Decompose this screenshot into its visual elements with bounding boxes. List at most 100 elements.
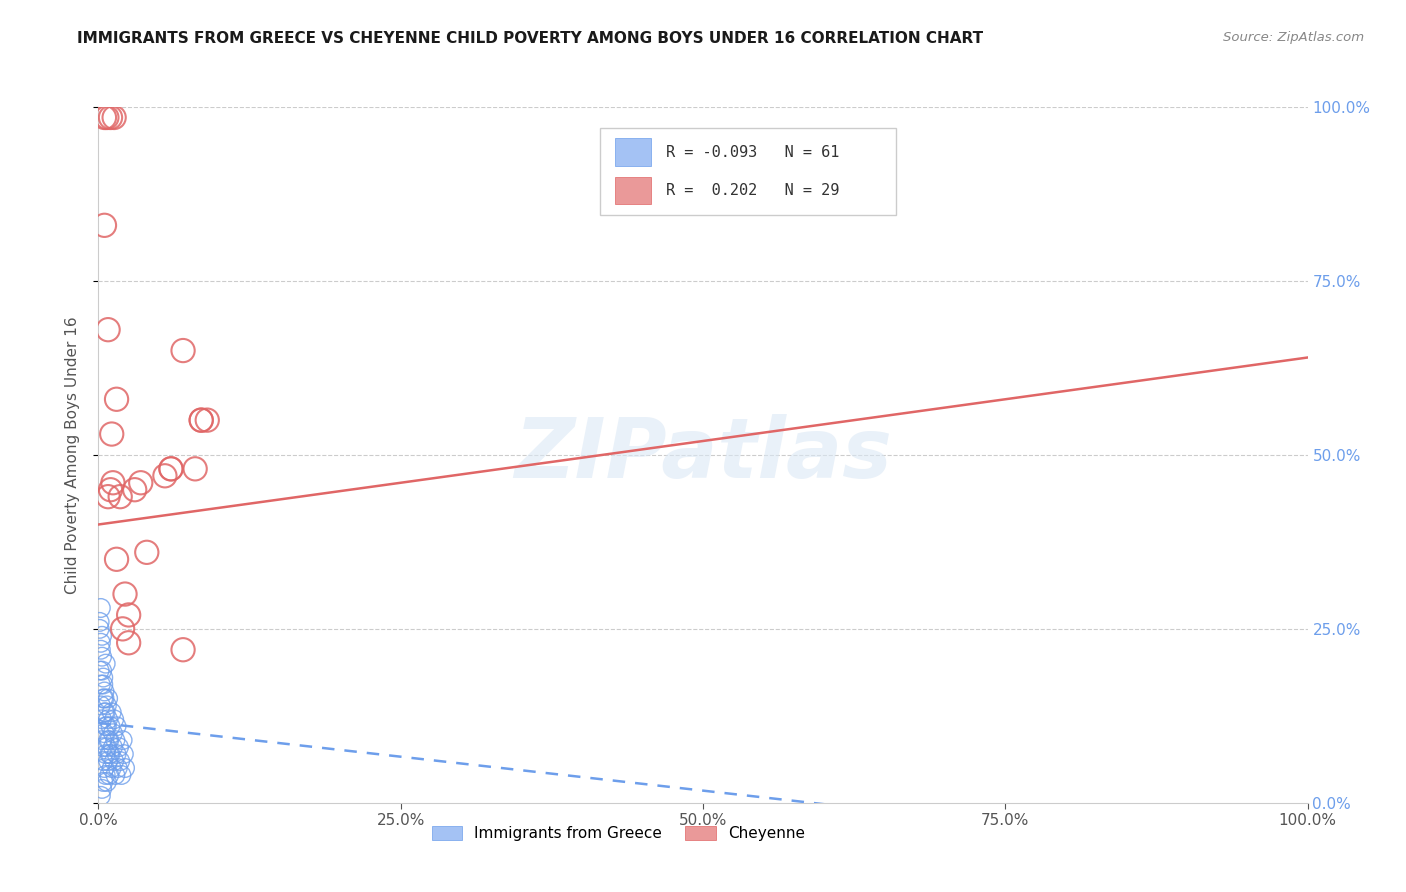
Point bbox=[103, 712, 125, 726]
Point bbox=[91, 754, 114, 768]
Point bbox=[190, 413, 212, 427]
Point bbox=[97, 712, 120, 726]
Point bbox=[94, 706, 117, 720]
Text: ZIPatlas: ZIPatlas bbox=[515, 415, 891, 495]
Point bbox=[93, 219, 115, 233]
FancyBboxPatch shape bbox=[600, 128, 897, 215]
Point bbox=[91, 733, 114, 747]
Point bbox=[153, 468, 176, 483]
Point bbox=[89, 664, 111, 678]
Point bbox=[98, 768, 121, 782]
Point bbox=[91, 712, 114, 726]
Point bbox=[94, 768, 117, 782]
Point bbox=[94, 719, 117, 733]
Point bbox=[96, 719, 118, 733]
Point bbox=[91, 629, 114, 643]
Point bbox=[97, 733, 120, 747]
Point bbox=[103, 754, 125, 768]
Bar bbox=[614, 177, 651, 204]
Y-axis label: Child Poverty Among Boys Under 16: Child Poverty Among Boys Under 16 bbox=[65, 316, 80, 594]
Point bbox=[110, 768, 132, 782]
Point bbox=[114, 761, 136, 775]
Point bbox=[118, 607, 141, 622]
Point bbox=[105, 747, 128, 761]
Point bbox=[90, 601, 112, 615]
Point bbox=[172, 343, 194, 358]
Point bbox=[105, 719, 128, 733]
Text: Source: ZipAtlas.com: Source: ZipAtlas.com bbox=[1223, 31, 1364, 45]
Point bbox=[93, 726, 115, 740]
Point bbox=[90, 642, 112, 657]
Point bbox=[160, 462, 183, 476]
Point bbox=[98, 747, 121, 761]
Point bbox=[105, 392, 128, 407]
Point bbox=[90, 698, 112, 713]
Point bbox=[97, 490, 120, 504]
Point bbox=[91, 664, 114, 678]
Point bbox=[91, 775, 114, 789]
Point bbox=[97, 754, 120, 768]
Point bbox=[100, 706, 122, 720]
Point bbox=[108, 490, 131, 504]
Point bbox=[101, 740, 124, 755]
Point bbox=[96, 775, 118, 789]
Point bbox=[135, 545, 157, 559]
Point bbox=[96, 698, 118, 713]
Point bbox=[103, 111, 125, 125]
Point bbox=[94, 747, 117, 761]
Bar bbox=[614, 138, 651, 166]
Point bbox=[105, 552, 128, 566]
Point bbox=[100, 761, 122, 775]
Point bbox=[91, 781, 114, 796]
Point bbox=[108, 740, 131, 755]
Point bbox=[190, 413, 212, 427]
Point bbox=[100, 483, 122, 497]
Point bbox=[184, 462, 207, 476]
Point bbox=[108, 754, 131, 768]
Point bbox=[160, 462, 183, 476]
Point bbox=[93, 706, 115, 720]
Legend: Immigrants from Greece, Cheyenne: Immigrants from Greece, Cheyenne bbox=[426, 820, 811, 847]
Point bbox=[89, 615, 111, 629]
Point bbox=[111, 733, 134, 747]
Point bbox=[97, 323, 120, 337]
Point bbox=[97, 691, 120, 706]
Point bbox=[111, 622, 134, 636]
Point bbox=[107, 761, 129, 775]
Text: R =  0.202   N = 29: R = 0.202 N = 29 bbox=[665, 183, 839, 198]
Point bbox=[91, 740, 114, 755]
Point bbox=[124, 483, 146, 497]
Point bbox=[93, 691, 115, 706]
Point bbox=[90, 636, 112, 650]
Point bbox=[94, 657, 117, 671]
Text: IMMIGRANTS FROM GREECE VS CHEYENNE CHILD POVERTY AMONG BOYS UNDER 16 CORRELATION: IMMIGRANTS FROM GREECE VS CHEYENNE CHILD… bbox=[77, 31, 983, 46]
Point bbox=[90, 789, 112, 803]
Point bbox=[93, 684, 115, 698]
Point bbox=[100, 747, 122, 761]
Point bbox=[91, 649, 114, 664]
Point bbox=[101, 475, 124, 490]
Point bbox=[91, 677, 114, 691]
Point bbox=[104, 733, 127, 747]
Point bbox=[195, 413, 218, 427]
Text: R = -0.093   N = 61: R = -0.093 N = 61 bbox=[665, 145, 839, 160]
Point bbox=[91, 691, 114, 706]
Point bbox=[118, 636, 141, 650]
Point bbox=[114, 587, 136, 601]
Point bbox=[93, 761, 115, 775]
Point bbox=[129, 475, 152, 490]
Point bbox=[98, 733, 121, 747]
Point bbox=[112, 747, 135, 761]
Point bbox=[100, 719, 122, 733]
Point bbox=[100, 111, 122, 125]
Point bbox=[89, 622, 111, 636]
Point bbox=[100, 427, 122, 442]
Point bbox=[172, 642, 194, 657]
Point bbox=[96, 740, 118, 755]
Point bbox=[104, 768, 127, 782]
Point bbox=[96, 111, 118, 125]
Point bbox=[90, 677, 112, 691]
Point bbox=[91, 671, 114, 685]
Point bbox=[93, 111, 115, 125]
Point bbox=[101, 726, 124, 740]
